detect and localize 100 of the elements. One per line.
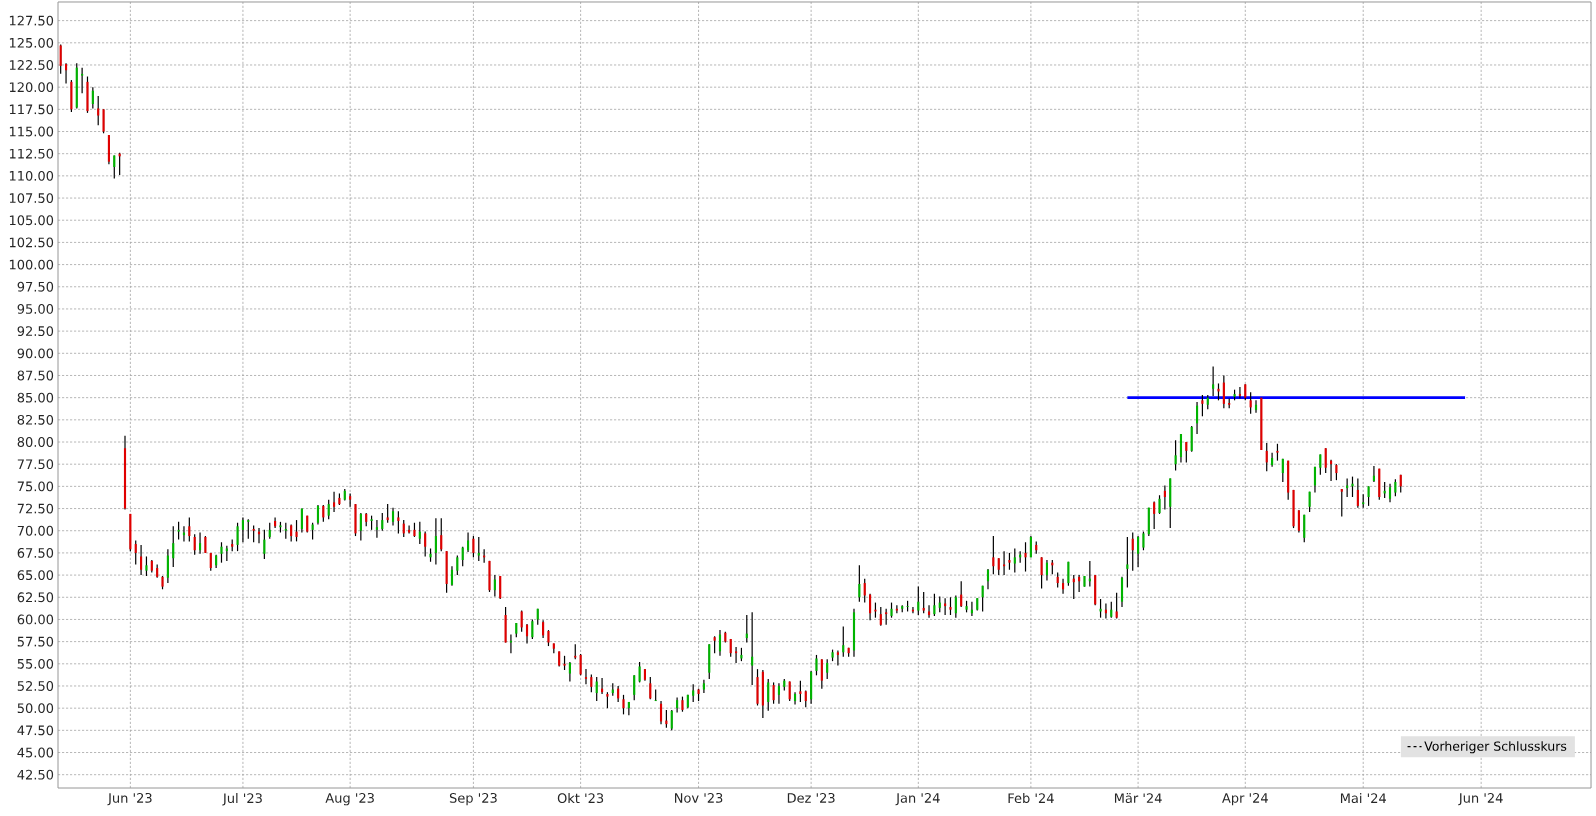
candlestick — [413, 522, 416, 538]
candlestick — [1356, 477, 1359, 509]
candlestick — [992, 535, 995, 575]
candlestick — [858, 564, 861, 603]
y-tick-label: 75.00 — [17, 481, 54, 492]
y-tick-label: 117.50 — [9, 104, 54, 115]
y-tick-label: 57.50 — [17, 636, 54, 647]
candlestick — [1174, 439, 1177, 471]
y-tick-label: 90.00 — [17, 348, 54, 359]
y-tick-label: 97.50 — [17, 281, 54, 292]
candlestick — [670, 709, 673, 731]
x-tick-label: Jun '23 — [107, 793, 152, 806]
x-tick-label: Nov '23 — [675, 793, 723, 803]
candlestick — [140, 544, 143, 576]
candlestick — [1201, 394, 1204, 417]
candlestick — [1217, 382, 1220, 401]
candlestick — [1222, 374, 1225, 409]
candlestick — [1233, 389, 1236, 401]
y-tick-label: 127.50 — [9, 15, 54, 26]
candlestick — [188, 516, 191, 542]
candlestick — [1190, 425, 1193, 453]
x-tick-label: Apr '24 — [1222, 793, 1268, 806]
candlestick — [831, 649, 834, 662]
y-tick-label: 92.50 — [17, 326, 54, 337]
y-tick-label: 42.50 — [17, 769, 54, 780]
candlestick — [954, 594, 957, 619]
x-tick-label: Aug '23 — [325, 793, 374, 806]
candlestick — [236, 522, 239, 552]
candlestick — [172, 525, 175, 568]
candlestick — [450, 565, 454, 587]
candlestick — [1212, 366, 1215, 397]
candlestick — [1024, 541, 1027, 573]
candlestick — [1346, 477, 1349, 498]
candlestick — [327, 499, 330, 520]
candlestick — [927, 604, 931, 619]
y-tick-label: 82.50 — [17, 414, 54, 425]
x-tick-label: Dez '23 — [787, 793, 835, 803]
candlestick — [1142, 531, 1145, 551]
candlestick — [332, 491, 336, 513]
candlestick — [1313, 466, 1317, 494]
candlestick — [1153, 500, 1156, 530]
candlestick — [263, 529, 266, 560]
candlestick — [836, 649, 839, 667]
candlestick — [274, 516, 277, 529]
candlestick — [1249, 391, 1252, 415]
candlestick — [917, 586, 920, 616]
candlestick — [772, 681, 775, 705]
y-tick-label: 77.50 — [17, 459, 54, 470]
candlestick — [633, 674, 636, 701]
x-tick-label: Mai '24 — [1340, 793, 1386, 804]
candlestick — [434, 517, 437, 566]
candlestick — [97, 95, 100, 126]
candlestick — [531, 618, 534, 640]
candlestick — [134, 539, 137, 566]
x-tick-label: Okt '23 — [557, 793, 604, 804]
candlestick — [1238, 386, 1241, 400]
candlestick — [869, 593, 872, 621]
y-tick-label: 87.50 — [17, 370, 54, 381]
candlestick — [777, 682, 781, 705]
candlestick — [466, 531, 470, 553]
candlestick — [815, 654, 818, 676]
candlestick — [820, 658, 823, 690]
y-tick-label: 112.50 — [9, 148, 54, 159]
x-tick-label: Jan '24 — [895, 793, 940, 806]
candlestick — [756, 668, 759, 707]
y-tick-label: 72.50 — [17, 503, 54, 514]
candlestick — [681, 696, 684, 713]
y-tick-label: 110.00 — [9, 170, 54, 181]
y-tick-label: 62.50 — [17, 592, 54, 603]
x-tick-label: Mär '24 — [1114, 793, 1162, 804]
candlestick — [1137, 535, 1140, 568]
candlestick — [697, 688, 700, 702]
candlestick — [397, 510, 400, 534]
candlestick — [740, 647, 743, 662]
candlestick — [440, 517, 443, 552]
candlestick — [895, 604, 898, 614]
candlestick — [509, 633, 513, 654]
candlestick — [375, 519, 379, 539]
candlestick — [1276, 443, 1279, 462]
candlestick — [1013, 547, 1016, 574]
candlestick — [1351, 476, 1354, 498]
candlestick — [429, 547, 432, 563]
candlestick — [64, 62, 68, 85]
candlestick — [279, 521, 282, 534]
y-tick-label: 47.50 — [17, 725, 54, 736]
candlestick — [1179, 433, 1183, 464]
candlestick — [1340, 488, 1343, 518]
candlestick — [166, 548, 169, 584]
candlestick — [1126, 536, 1129, 589]
candlestick — [1003, 550, 1006, 576]
y-tick-label: 70.00 — [17, 525, 54, 536]
candlestick — [193, 533, 196, 556]
candlestick — [81, 67, 84, 94]
candlestick — [295, 519, 298, 542]
x-tick-label: Jun '24 — [1458, 793, 1503, 806]
candlestick — [933, 593, 936, 617]
x-tick-label: Jul '23 — [222, 793, 262, 806]
candlestick — [735, 646, 738, 664]
y-tick-label: 105.00 — [9, 215, 54, 226]
candlestick — [504, 606, 507, 644]
